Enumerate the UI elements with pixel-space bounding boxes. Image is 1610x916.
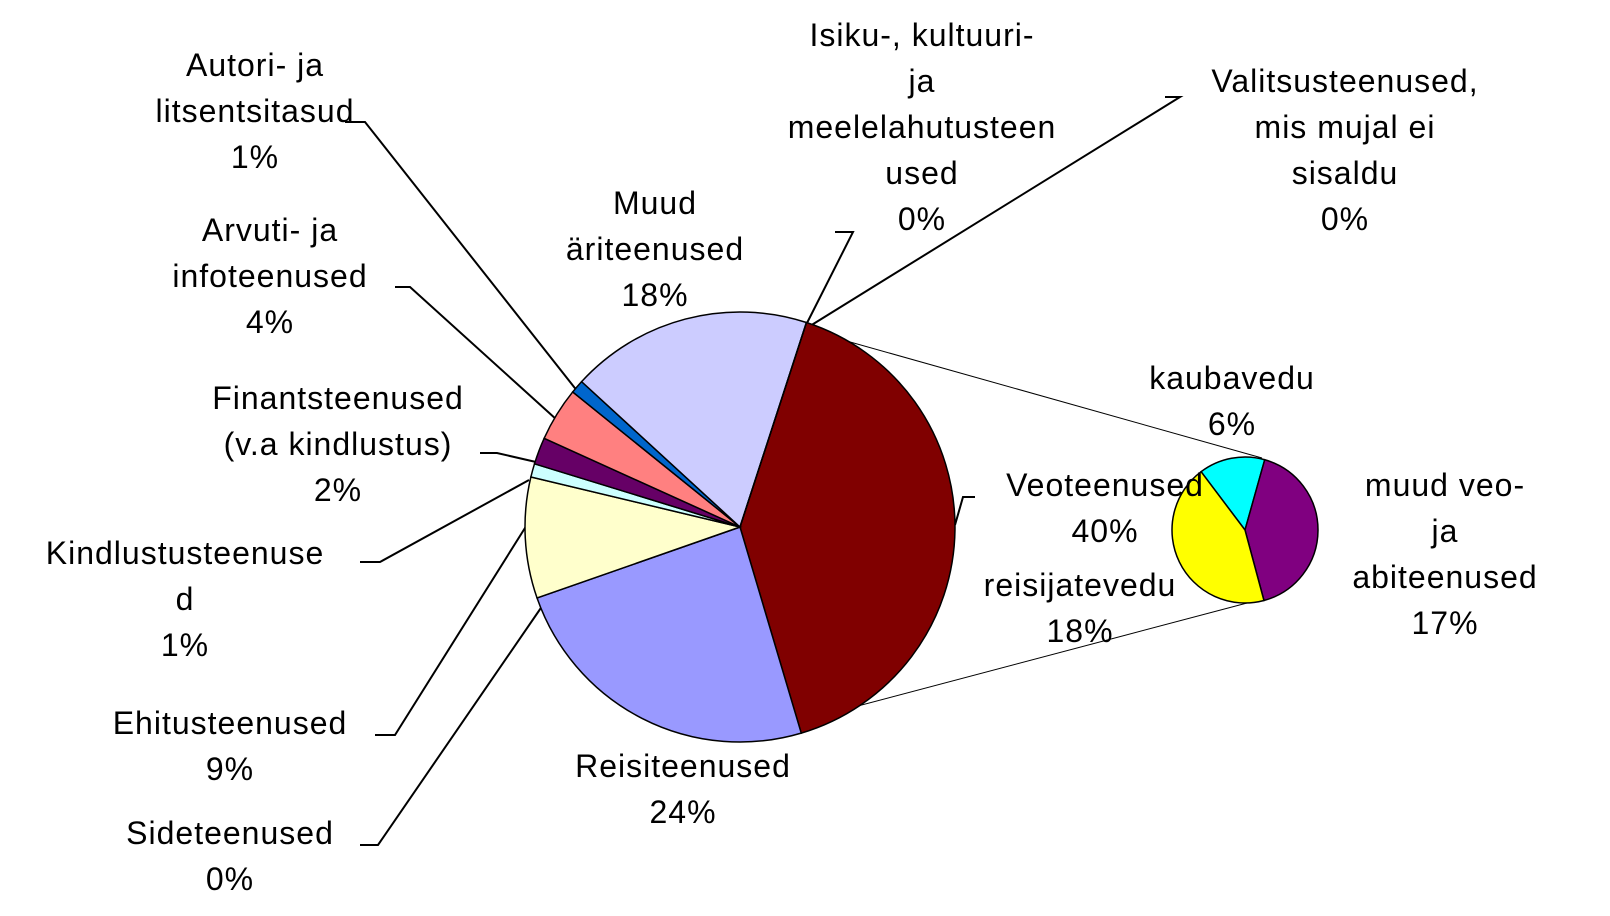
connector-line: [835, 337, 1263, 459]
slice-label: reisijatevedu 18%: [984, 562, 1177, 654]
value-label: 18%: [621, 277, 689, 313]
value-label: 9%: [205, 751, 255, 787]
slice-label: Isiku-, kultuuri- ja meelelahutusteen us…: [788, 12, 1057, 242]
slice-label: Veoteenused 40%: [1006, 462, 1204, 554]
category-name: Finantsteenused (v.a kindlustus): [212, 380, 464, 462]
leader-line: [360, 601, 546, 846]
value-label: 6%: [1207, 406, 1257, 442]
leader-line: [805, 231, 855, 326]
value-label: 0%: [897, 201, 947, 237]
slice-label: Muud äriteenused 18%: [566, 180, 744, 318]
pie-slice: [580, 311, 808, 529]
category-name: Arvuti- ja infoteenused: [172, 212, 368, 294]
category-name: muud veo- ja abiteenused: [1352, 467, 1538, 595]
value-label: 0%: [1320, 201, 1370, 237]
value-label: 1%: [230, 139, 280, 175]
leader-lines: [345, 96, 1267, 846]
category-name: Veoteenused: [1006, 467, 1204, 503]
category-name: Isiku-, kultuuri- ja meelelahutusteen us…: [787, 17, 1057, 191]
slice-label: Sideteenused 0%: [126, 810, 334, 902]
pie-slice: [1200, 456, 1266, 532]
category-name: Ehitusteenused: [112, 705, 348, 741]
pie-slice: [1244, 458, 1319, 602]
leader-line: [395, 286, 558, 421]
pie-slice: [739, 321, 956, 735]
leader-line: [345, 121, 579, 393]
pie-slice: [524, 476, 743, 599]
pie-slice: [536, 526, 803, 743]
category-name: Valitsusteenused, mis mujal ei sisaldu: [1211, 63, 1479, 191]
leader-line: [360, 479, 530, 563]
leader-line: [954, 496, 975, 526]
pie-slice: [1171, 470, 1265, 604]
leader-line: [809, 96, 1184, 327]
category-name: Autori- ja litsentsitasud: [155, 47, 355, 129]
category-name: reisijatevedu: [983, 567, 1177, 603]
slice-label: Arvuti- ja infoteenused 4%: [172, 207, 367, 345]
value-label: 24%: [649, 794, 717, 830]
pie-slice: [739, 322, 808, 528]
slice-label: Autori- ja litsentsitasud 1%: [156, 42, 355, 180]
value-label: 2%: [313, 472, 363, 508]
value-label: 4%: [245, 304, 295, 340]
category-name: Sideteenused: [126, 815, 334, 851]
slice-label: Ehitusteenused 9%: [113, 700, 348, 792]
category-name: Muud äriteenused: [565, 185, 745, 267]
slice-label: Valitsusteenused, mis mujal ei sisaldu 0%: [1211, 58, 1478, 242]
slice-label: muud veo- ja abiteenused 17%: [1352, 462, 1537, 646]
leader-line: [375, 519, 531, 736]
value-label: 17%: [1411, 605, 1479, 641]
value-label: 0%: [205, 861, 255, 897]
value-label: 40%: [1071, 513, 1139, 549]
connector-line: [819, 597, 1267, 717]
slice-label: Kindlustusteenuse d 1%: [46, 530, 325, 668]
leader-line: [480, 452, 537, 463]
category-name: kaubavedu: [1149, 360, 1315, 396]
category-name: Kindlustusteenuse d: [45, 535, 325, 617]
value-label: 1%: [160, 627, 210, 663]
category-name: Reisiteenused: [575, 748, 791, 784]
slice-label: Reisiteenused 24%: [575, 743, 791, 835]
value-label: 18%: [1046, 613, 1114, 649]
slice-label: Finantsteenused (v.a kindlustus) 2%: [212, 375, 464, 513]
slice-label: kaubavedu 6%: [1149, 355, 1315, 447]
